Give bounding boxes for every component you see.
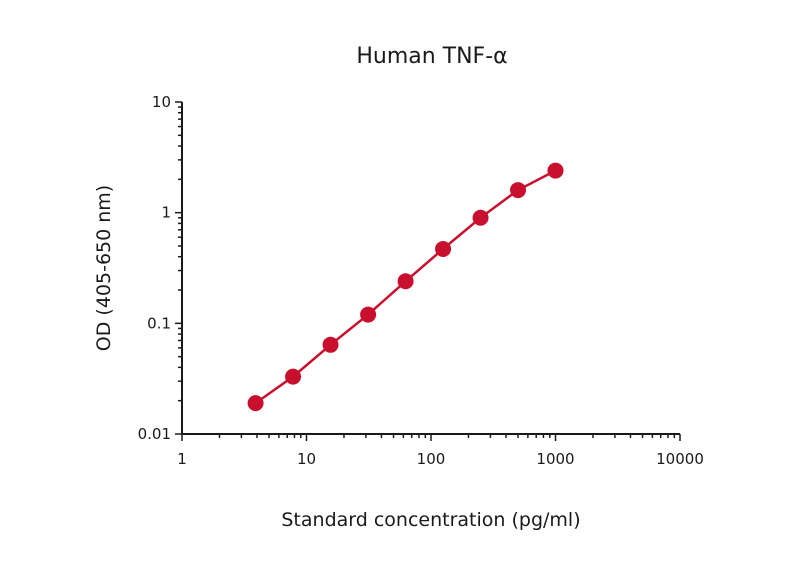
- x-tick-labels: 1 10 100 1000 10000: [177, 450, 704, 468]
- data-point: [285, 368, 302, 385]
- data-point: [547, 162, 564, 179]
- y-axis-label: OD (405-650 nm): [93, 185, 115, 351]
- y-tick-label: 10: [152, 93, 171, 111]
- y-tick-labels: 0.01 0.1 1 10: [138, 93, 171, 443]
- x-tick-label: 100: [417, 450, 446, 468]
- x-tick-label: 1000: [536, 450, 574, 468]
- x-tick-label: 10000: [656, 450, 704, 468]
- axes: [181, 102, 680, 435]
- y-tick-label: 0.01: [138, 425, 171, 443]
- series-group: [247, 162, 564, 412]
- data-point: [435, 240, 452, 257]
- data-point: [360, 306, 377, 323]
- y-tick-label: 0.1: [147, 314, 171, 332]
- data-point: [510, 182, 527, 199]
- data-point: [322, 336, 339, 353]
- y-tick-label: 1: [161, 204, 171, 222]
- data-point: [397, 273, 414, 290]
- chart-title: Human TNF-α: [356, 44, 507, 69]
- data-point: [472, 209, 489, 226]
- x-tick-label: 1: [177, 450, 187, 468]
- x-tick-label: 10: [297, 450, 316, 468]
- y-ticks: [175, 101, 182, 435]
- x-axis-label: Standard concentration (pg/ml): [281, 509, 580, 531]
- data-point: [247, 395, 264, 412]
- x-ticks: [181, 434, 681, 441]
